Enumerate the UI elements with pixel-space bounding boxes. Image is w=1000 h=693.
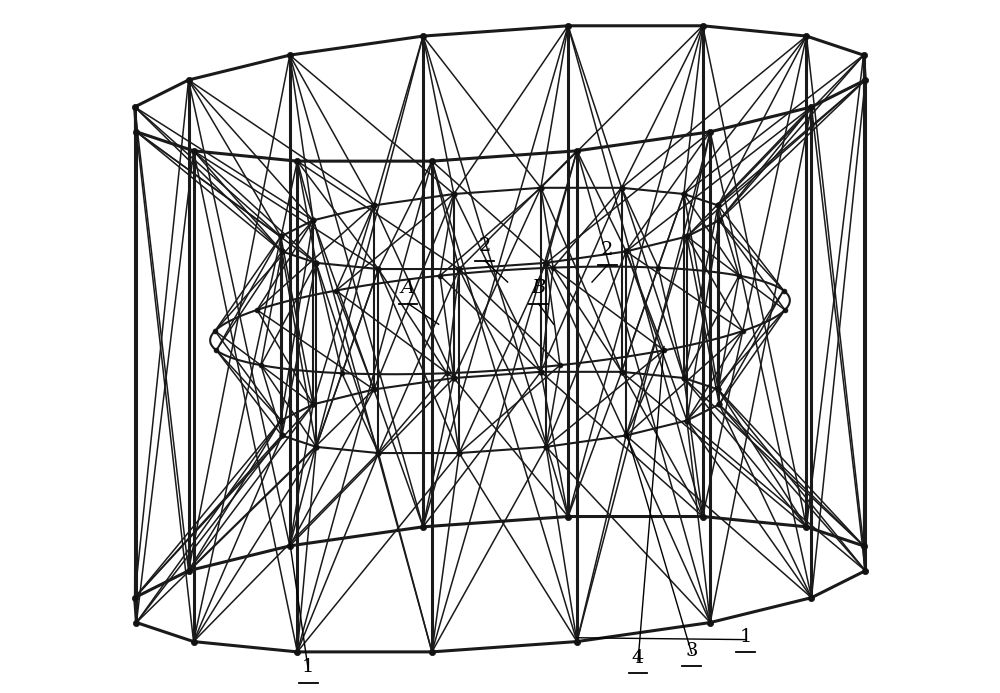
Text: 2: 2 bbox=[478, 237, 491, 255]
Text: 1: 1 bbox=[302, 658, 314, 676]
Text: 2: 2 bbox=[601, 241, 614, 259]
Text: 4: 4 bbox=[632, 649, 644, 667]
Text: 3: 3 bbox=[685, 642, 698, 660]
Text: 1: 1 bbox=[739, 628, 752, 646]
Text: A: A bbox=[401, 279, 415, 297]
Text: B: B bbox=[531, 279, 546, 297]
